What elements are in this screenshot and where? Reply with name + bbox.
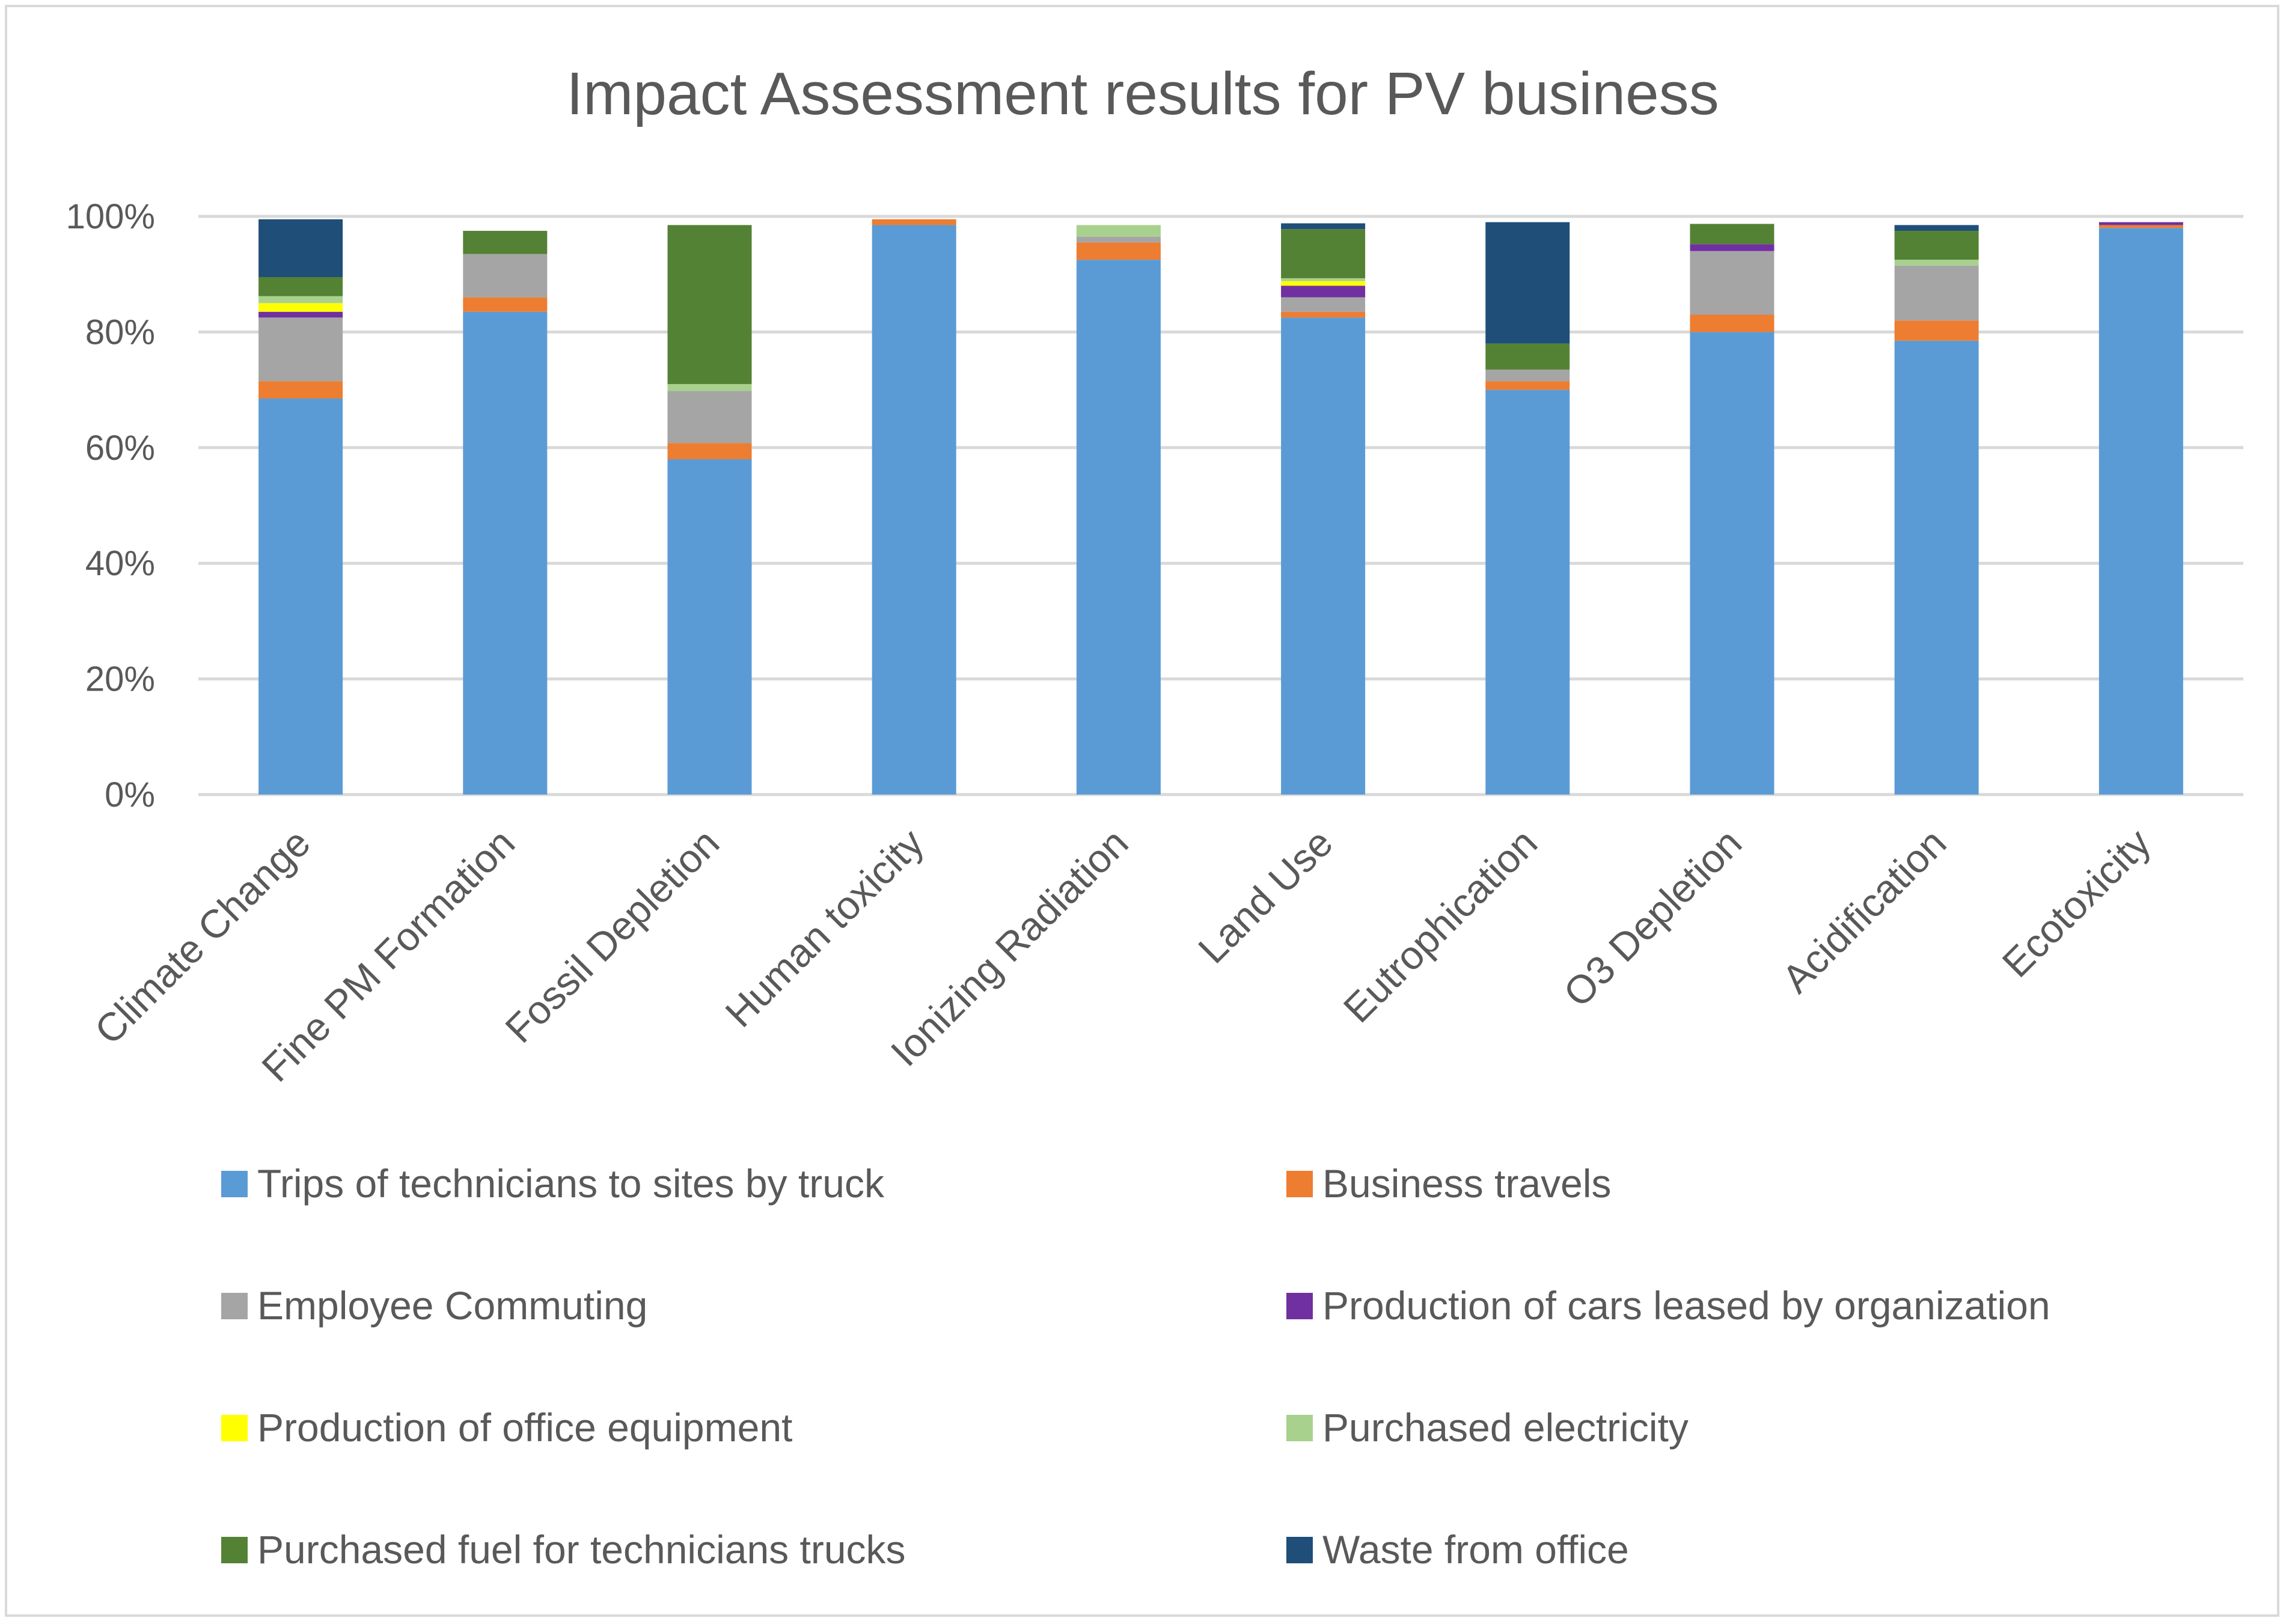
legend-swatch — [1286, 1415, 1313, 1441]
legend-swatch — [1286, 1293, 1313, 1319]
bar-segment — [258, 303, 343, 312]
bar-segment — [1690, 314, 1774, 332]
bar-segment — [1894, 265, 1979, 321]
bar-segment — [463, 231, 548, 254]
bar-segment — [1076, 225, 1161, 237]
bar-segment — [1894, 320, 1979, 341]
bar-segment — [1894, 231, 1979, 260]
legend-label: Production of office equipment — [257, 1405, 792, 1450]
bars — [258, 219, 2183, 795]
x-category-label: Climate Change — [86, 820, 319, 1053]
bar-segment — [1894, 340, 1979, 795]
bar-segment — [463, 311, 548, 795]
bar-segment — [1281, 229, 1366, 278]
x-category-label: O3 Depletion — [1555, 820, 1750, 1016]
legend-swatch — [1286, 1537, 1313, 1563]
bar-segment — [258, 311, 343, 318]
bar-segment — [1485, 222, 1570, 344]
bar-segment — [258, 219, 343, 278]
bar-segment — [1690, 244, 1774, 251]
y-tick-label: 60% — [85, 429, 155, 468]
bar-segment — [258, 296, 343, 304]
legend-label: Purchased electricity — [1322, 1405, 1689, 1450]
bar-segment — [463, 297, 548, 312]
bar-segment — [1690, 332, 1774, 795]
bar-segment — [1485, 369, 1570, 382]
legend-swatch — [221, 1171, 248, 1197]
bar-segment — [1281, 281, 1366, 286]
bar-segment — [872, 225, 956, 795]
bar-segment — [1485, 381, 1570, 390]
bar-segment — [1281, 317, 1366, 795]
bar-segment — [1281, 278, 1366, 281]
bar-segment — [1485, 343, 1570, 370]
bar-segment — [1281, 311, 1366, 318]
x-category-label: Acidification — [1773, 820, 1954, 1001]
bar-segment — [258, 317, 343, 382]
bar-segment — [1281, 297, 1366, 312]
y-tick-label: 80% — [85, 313, 155, 352]
bar-segment — [2098, 222, 2183, 225]
x-category-label: Land Use — [1190, 820, 1341, 972]
x-category-label: Ecotoxicity — [1993, 820, 2159, 986]
legend-swatch — [221, 1293, 248, 1319]
bar-segment — [667, 391, 752, 444]
bar-segment — [667, 443, 752, 460]
bar-segment — [1690, 224, 1774, 245]
bar-segment — [463, 254, 548, 298]
bar-segment — [1690, 251, 1774, 315]
bar-segment — [2098, 228, 2183, 795]
bar-segment — [667, 225, 752, 384]
bar-segment — [1485, 389, 1570, 795]
y-axis-ticks: 0% 20% 40% 60% 80% 100% — [66, 197, 155, 814]
legend-label: Employee Commuting — [257, 1283, 647, 1328]
legend-label: Trips of technicians to sites by truck — [257, 1161, 885, 1206]
y-tick-label: 100% — [66, 197, 155, 236]
bar-segment — [1281, 223, 1366, 230]
bar-segment — [667, 459, 752, 795]
bar-segment — [1894, 225, 1979, 231]
bar-segment — [1076, 236, 1161, 243]
bar-segment — [1076, 260, 1161, 795]
x-category-label: Eutrophication — [1335, 820, 1546, 1031]
legend-label: Business travels — [1322, 1161, 1612, 1206]
legend-label: Production of cars leased by organizatio… — [1322, 1283, 2050, 1328]
legend-label: Waste from office — [1322, 1527, 1629, 1572]
y-tick-label: 0% — [105, 775, 155, 814]
bar-segment — [258, 277, 343, 296]
bar-segment — [1894, 260, 1979, 266]
chart-title: Impact Assessment results for PV busines… — [566, 60, 1719, 127]
x-category-label: Human toxicity — [717, 820, 932, 1036]
legend-swatch — [221, 1537, 248, 1563]
bar-segment — [2098, 225, 2183, 228]
legend: Trips of technicians to sites by truck Bu… — [221, 1161, 2050, 1572]
bar-segment — [258, 398, 343, 795]
y-tick-label: 40% — [85, 544, 155, 583]
bar-segment — [667, 383, 752, 391]
x-category-label: Fossil Depletion — [497, 820, 727, 1051]
bar-segment — [1076, 242, 1161, 260]
y-tick-label: 20% — [85, 660, 155, 699]
bar-segment — [1281, 285, 1366, 298]
bar-segment — [258, 381, 343, 399]
legend-swatch — [1286, 1171, 1313, 1197]
bar-segment — [872, 219, 956, 225]
legend-swatch — [221, 1415, 248, 1441]
legend-label: Purchased fuel for technicians trucks — [257, 1527, 906, 1572]
